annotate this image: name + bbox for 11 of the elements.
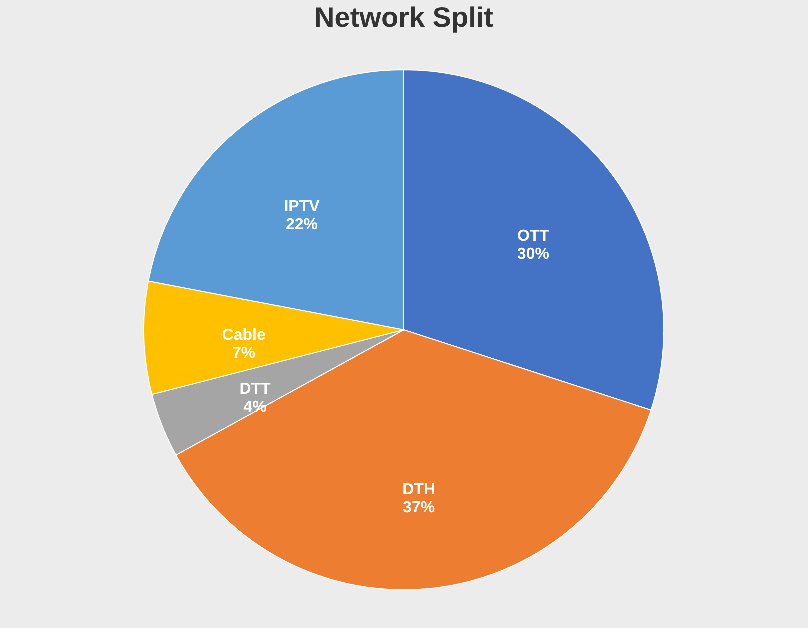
slice-label: OTT <box>517 228 550 245</box>
data-label: 7% <box>232 345 256 362</box>
data-label: 30% <box>517 246 550 263</box>
slice-label: DTT <box>240 380 272 398</box>
data-label: 4% <box>244 398 267 416</box>
slice-label: DTH <box>402 481 436 498</box>
data-label: 37% <box>403 499 436 516</box>
slice-label: IPTV <box>284 198 320 216</box>
chart-title: Network Split <box>314 2 494 33</box>
slice-label: Cable <box>222 327 266 344</box>
data-label: 22% <box>286 216 318 234</box>
